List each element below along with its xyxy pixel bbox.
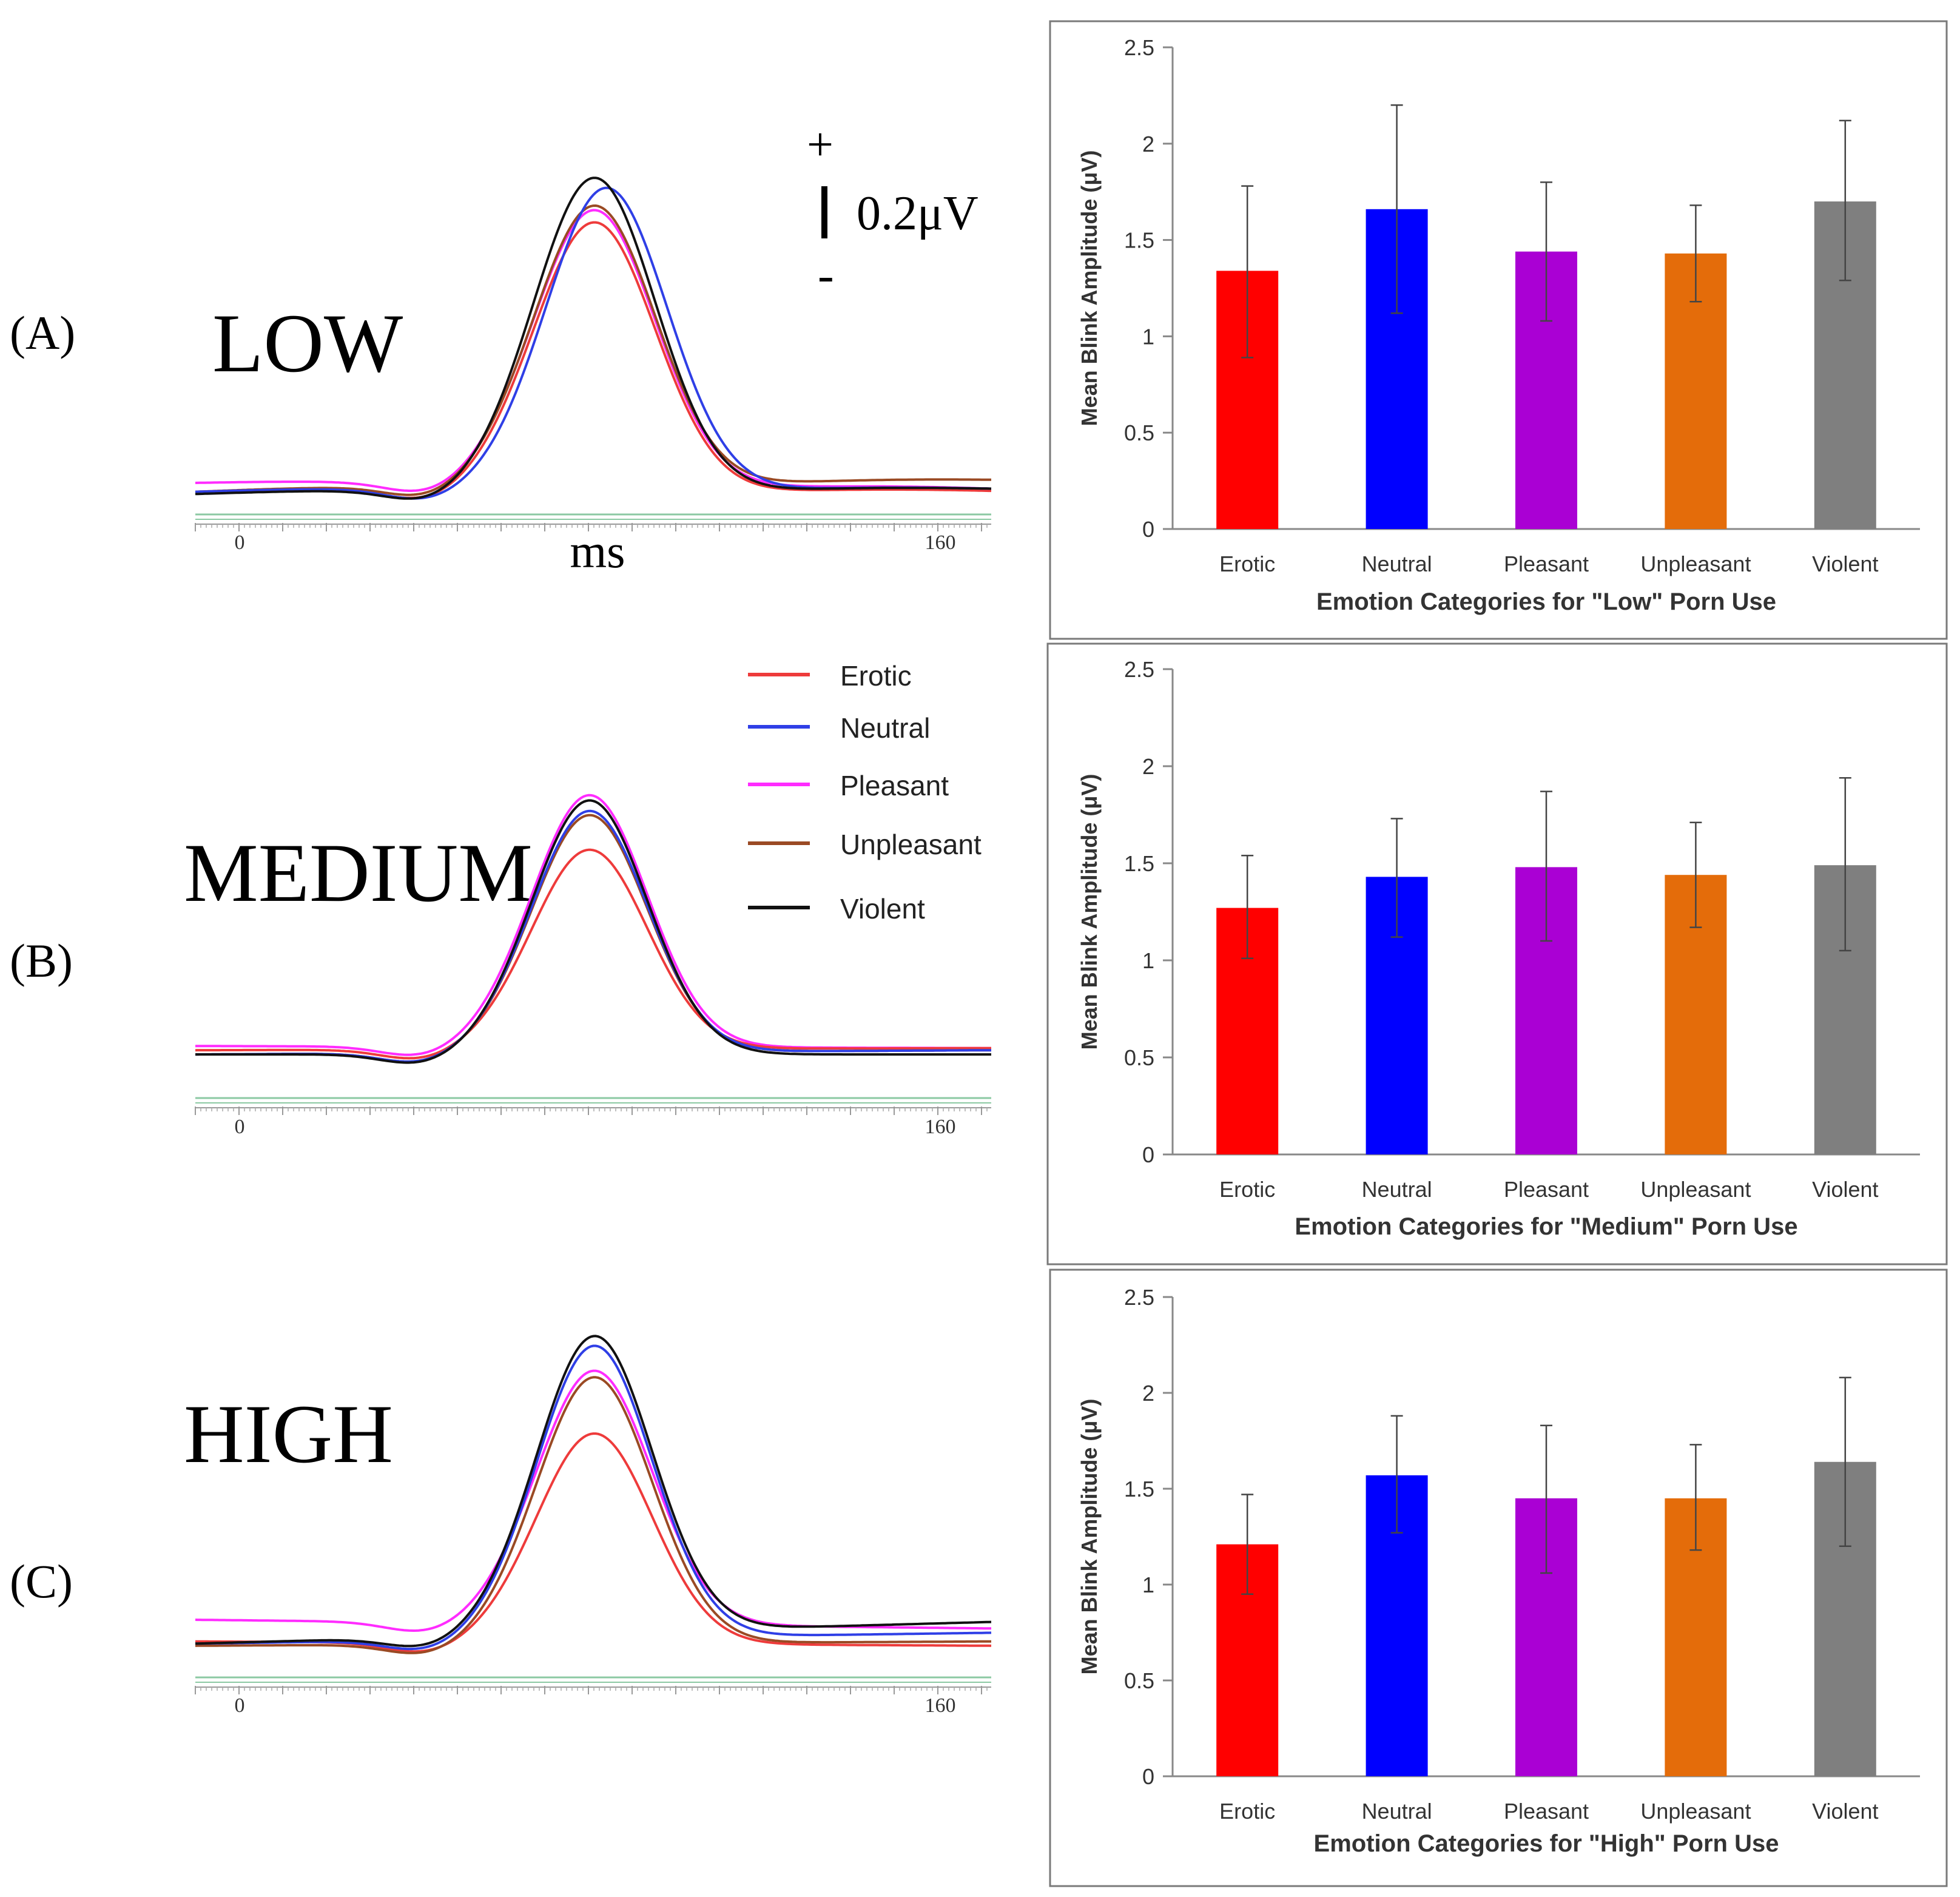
bar-chart-frame (1049, 1269, 1948, 1887)
y-axis-label: Mean Blink Amplitude (μV) (1077, 774, 1102, 1050)
time-tick-label-0: 0 (235, 531, 245, 554)
x-tick-label-neutral: Neutral (1362, 1799, 1432, 1824)
bar-chart-frame (1046, 642, 1948, 1265)
scale-plus-sign: + (807, 118, 834, 170)
legend-label-pleasant: Pleasant (840, 770, 949, 801)
time-tick-label-160: 160 (925, 1116, 956, 1138)
x-tick-label-unpleasant: Unpleasant (1640, 551, 1751, 576)
y-tick-label-1: 1 (1142, 324, 1154, 349)
time-tick-label-160: 160 (925, 1694, 956, 1717)
scale-bar-value: 0.2μV (857, 187, 978, 240)
panel-label-b: (B) (10, 934, 73, 987)
waveform-curve-pleasant (195, 209, 992, 492)
amplitude-scale-bar: + 0.2μV - (807, 118, 978, 302)
y-tick-label-2: 2 (1142, 132, 1154, 157)
waveform-curve-violent (195, 1335, 992, 1648)
x-tick-label-neutral: Neutral (1362, 551, 1432, 576)
bar-chart-frame (1049, 20, 1948, 640)
time-axis-major-ticks (195, 1686, 982, 1694)
x-tick-label-violent: Violent (1812, 1177, 1878, 1202)
x-tick-label-violent: Violent (1812, 1799, 1878, 1824)
group-label-high: HIGH (184, 1387, 393, 1480)
x-axis-label: Emotion Categories for "Medium" Porn Use (1295, 1213, 1797, 1240)
y-tick-label-0-5: 0.5 (1124, 420, 1154, 445)
time-unit-label: ms (570, 525, 625, 578)
y-tick-label-2-5: 2.5 (1124, 1285, 1154, 1310)
waveform-curve-neutral (195, 1344, 992, 1651)
y-tick-label-1: 1 (1142, 1572, 1154, 1597)
x-tick-label-pleasant: Pleasant (1504, 1177, 1589, 1202)
y-axis-label: Mean Blink Amplitude (μV) (1077, 1399, 1102, 1675)
scale-bar-line (821, 186, 827, 238)
y-tick-label-0-5: 0.5 (1124, 1668, 1154, 1693)
time-tick-label-160: 160 (925, 531, 956, 554)
group-label-medium: MEDIUM (184, 826, 533, 919)
y-tick-label-1: 1 (1142, 948, 1154, 973)
group-label-low: LOW (212, 297, 403, 389)
waveform-curve-unpleasant (195, 1376, 991, 1654)
x-tick-label-pleasant: Pleasant (1504, 1799, 1589, 1824)
y-tick-label-2: 2 (1142, 754, 1154, 779)
y-tick-label-1-5: 1.5 (1124, 1477, 1154, 1501)
waveform-curve-violent (195, 177, 992, 500)
waveform-legend: Erotic Neutral Pleasant Unpleasant Violent (748, 660, 982, 925)
y-tick-label-0: 0 (1142, 1764, 1154, 1789)
y-tick-label-2: 2 (1142, 1381, 1154, 1406)
waveform-panel-low: (A) LOW 0 160 ms (10, 177, 992, 578)
waveform-curve-pleasant (195, 1369, 991, 1632)
x-axis-label: Emotion Categories for "Low" Porn Use (1316, 588, 1776, 615)
legend-label-neutral: Neutral (840, 712, 930, 744)
x-tick-label-unpleasant: Unpleasant (1640, 1799, 1751, 1824)
waveform-plot-medium: 0 160 (195, 794, 991, 1138)
y-tick-label-1-5: 1.5 (1124, 228, 1154, 253)
x-tick-label-neutral: Neutral (1362, 1177, 1432, 1202)
x-axis-label: Emotion Categories for "High" Porn Use (1314, 1830, 1779, 1857)
y-tick-label-0: 0 (1142, 1142, 1154, 1167)
waveform-panel-medium: (B) MEDIUM 0 160 (10, 794, 991, 1138)
bar-chart-low: 0 0.5 1 1.5 2 2.5 Mean Blink Amplitude (μV) Ero… (1049, 20, 1948, 640)
legend-label-violent: Violent (840, 893, 925, 925)
x-tick-label-pleasant: Pleasant (1504, 551, 1589, 576)
x-tick-label-violent: Violent (1812, 551, 1878, 576)
panel-label-c: (C) (10, 1555, 73, 1608)
x-tick-label-erotic: Erotic (1219, 1177, 1275, 1202)
x-tick-label-erotic: Erotic (1219, 551, 1275, 576)
time-axis-major-ticks (195, 523, 982, 531)
legend-label-unpleasant: Unpleasant (840, 829, 982, 860)
waveform-curve-unpleasant (195, 204, 991, 496)
y-tick-label-1-5: 1.5 (1124, 851, 1154, 876)
scale-minus-sign: - (818, 249, 834, 302)
waveform-panel-high: (C) HIGH 0 160 (10, 1335, 992, 1717)
waveform-curve-violent (195, 799, 991, 1064)
time-axis-major-ticks (195, 1107, 982, 1115)
waveform-plot-low: 0 160 ms (195, 177, 992, 578)
y-tick-label-2-5: 2.5 (1124, 657, 1154, 682)
waveform-plot-high: 0 160 (195, 1335, 992, 1717)
bar-chart-high: 0 0.5 1 1.5 2 2.5 Mean Blink Amplitude (μV) Ero… (1049, 1269, 1948, 1887)
x-tick-label-unpleasant: Unpleasant (1640, 1177, 1751, 1202)
time-tick-label-0: 0 (235, 1694, 245, 1717)
bar-chart-medium: 0 0.5 1 1.5 2 2.5 Mean Blink Amplitude (μV) Ero… (1046, 642, 1948, 1265)
y-tick-label-0-5: 0.5 (1124, 1045, 1154, 1070)
legend-label-erotic: Erotic (840, 660, 912, 692)
waveform-curve-erotic (195, 848, 991, 1060)
y-tick-label-0: 0 (1142, 517, 1154, 542)
time-tick-label-0: 0 (235, 1116, 245, 1138)
y-axis-label: Mean Blink Amplitude (μV) (1077, 150, 1102, 426)
x-tick-label-erotic: Erotic (1219, 1799, 1275, 1824)
panel-label-a: (A) (10, 306, 75, 359)
y-tick-label-2-5: 2.5 (1124, 35, 1154, 60)
